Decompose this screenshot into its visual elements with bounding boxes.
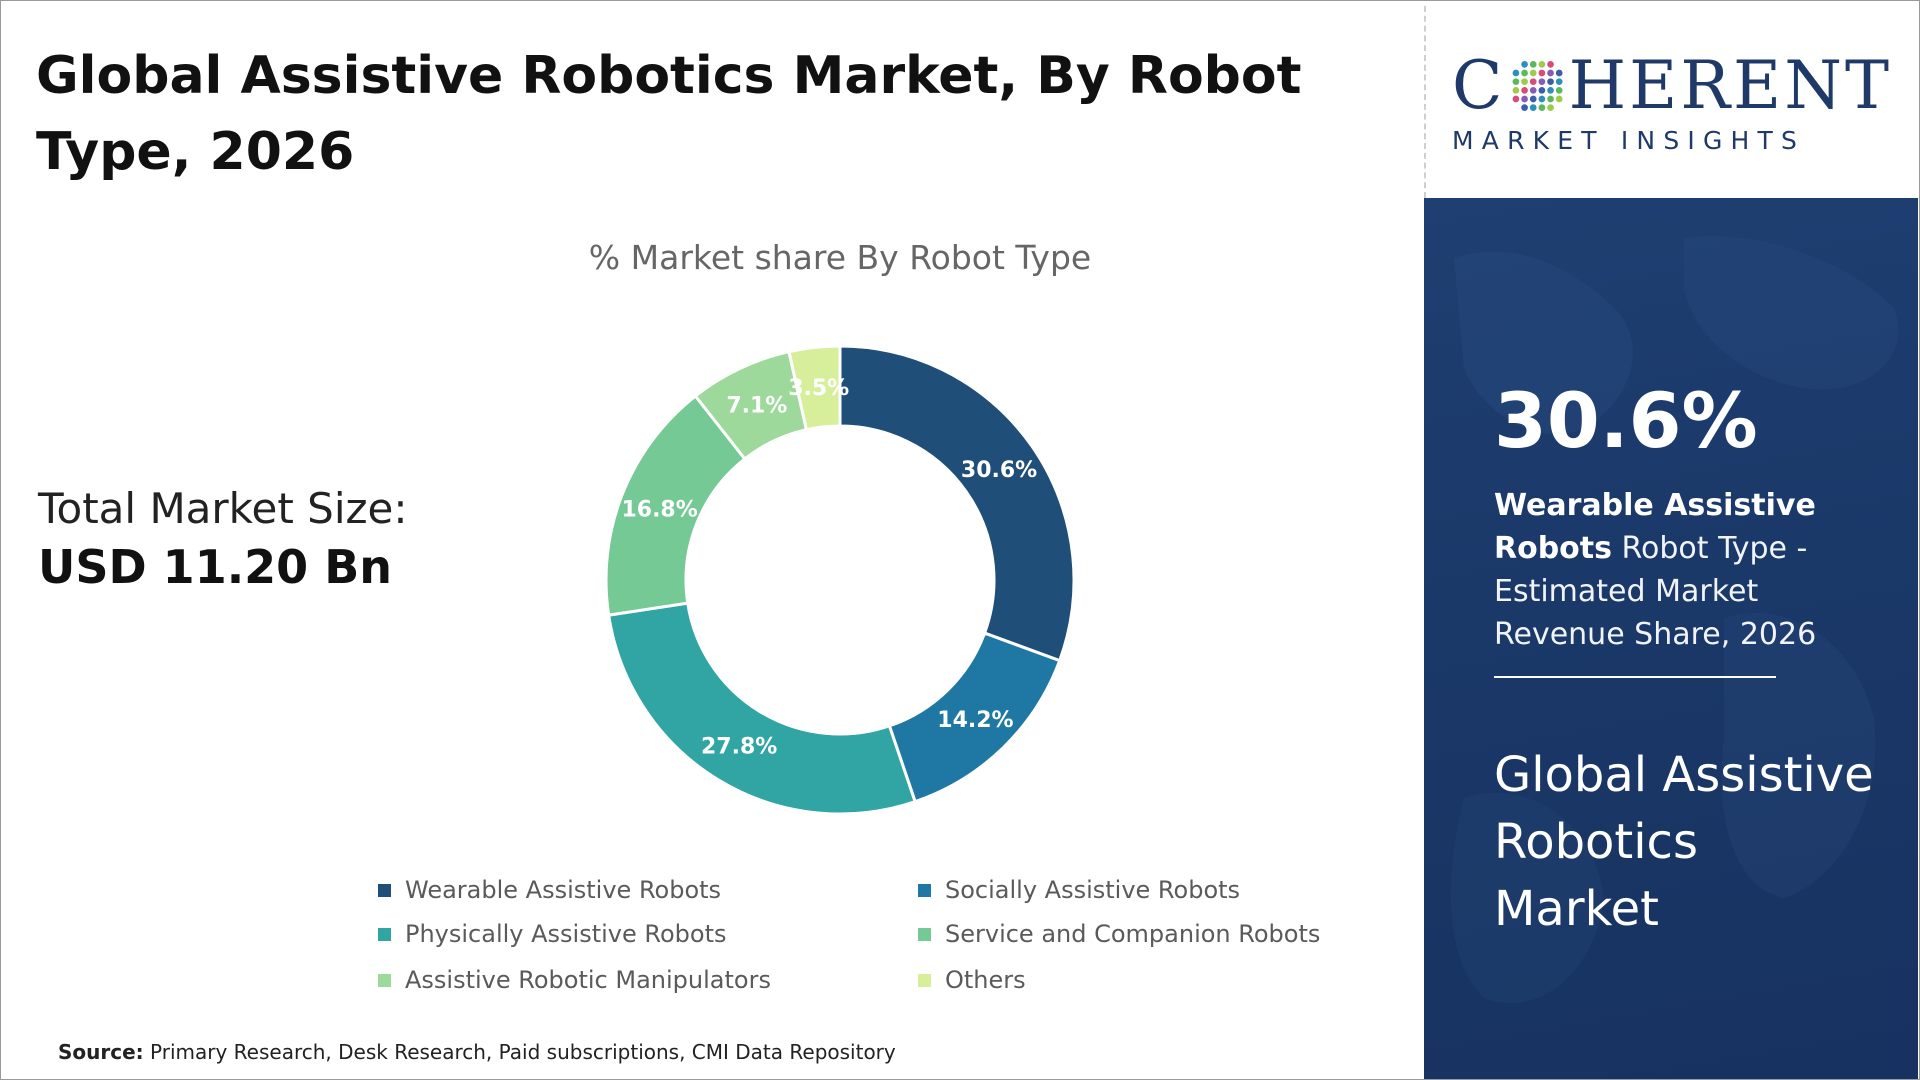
brand-tagline: MARKET INSIGHTS	[1452, 126, 1806, 155]
legend-item: Physically Assistive Robots	[378, 920, 727, 948]
slice-label-4: 7.1%	[726, 394, 787, 419]
legend-label: Socially Assistive Robots	[945, 876, 1241, 904]
legend-label: Service and Companion Robots	[945, 920, 1321, 948]
legend-swatch	[918, 883, 931, 897]
highlight-description: Wearable Assistive Robots Robot Type - E…	[1494, 484, 1834, 656]
slice-label-1: 14.2%	[937, 708, 1013, 733]
donut-slice-0	[838, 344, 1076, 663]
legend-swatch	[378, 927, 391, 941]
legend-swatch	[378, 973, 391, 987]
slice-label-0: 30.6%	[961, 458, 1037, 483]
market-size-value: USD 11.20 Bn	[38, 540, 393, 594]
source-text: Primary Research, Desk Research, Paid su…	[143, 1040, 896, 1064]
highlight-description-text: Robot Type - Estimated Market Revenue Sh…	[1494, 531, 1817, 652]
slice-label-3: 16.8%	[621, 498, 697, 523]
donut-chart: 30.6% 14.2% 27.8% 16.8% 7.1%3.5%	[604, 344, 1076, 816]
highlight-market-name: Global Assistive Robotics Market	[1494, 747, 1874, 937]
highlight-panel: 30.6% Wearable Assistive Robots Robot Ty…	[1424, 198, 1918, 1079]
legend-label: Assistive Robotic Manipulators	[405, 966, 771, 994]
world-map-background	[1450, 236, 1899, 1004]
legend-label: Others	[945, 966, 1026, 994]
legend-item: Others	[918, 966, 1026, 994]
legend-swatch	[918, 973, 931, 987]
highlight-divider	[1494, 676, 1776, 678]
legend-item: Service and Companion Robots	[918, 920, 1320, 948]
legend-label: Physically Assistive Robots	[405, 920, 727, 948]
brand-logo: C HERENT MARKET INSIGHTS	[1452, 47, 1892, 156]
legend-swatch	[918, 927, 931, 941]
legend-label: Wearable Assistive Robots	[405, 876, 722, 904]
donut-slice-5	[787, 344, 842, 432]
source-label: Source:	[58, 1040, 144, 1064]
donut-slice-2	[606, 601, 918, 816]
highlight-value: 30.6%	[1494, 376, 1758, 465]
globe-dots-icon	[1512, 61, 1563, 111]
slice-label-5: 3.5%	[788, 376, 849, 401]
brand-name-initial: C	[1452, 47, 1506, 124]
page-title: Global Assistive Robotics Market, By Rob…	[36, 46, 1302, 182]
market-size-label: Total Market Size:	[38, 484, 408, 533]
chart-title: % Market share By Robot Type	[588, 238, 1092, 277]
header-divider	[1424, 6, 1426, 198]
brand-name-rest: HERENT	[1568, 47, 1892, 124]
legend-item: Socially Assistive Robots	[918, 876, 1240, 904]
highlight-segment: Wearable Assistive Robots	[1494, 488, 1816, 566]
legend-swatch	[378, 883, 391, 897]
source-note: Source: Primary Research, Desk Research,…	[58, 1040, 896, 1064]
legend-item: Assistive Robotic Manipulators	[378, 966, 771, 994]
legend-item: Wearable Assistive Robots	[378, 876, 721, 904]
slice-label-2: 27.8%	[701, 735, 777, 760]
